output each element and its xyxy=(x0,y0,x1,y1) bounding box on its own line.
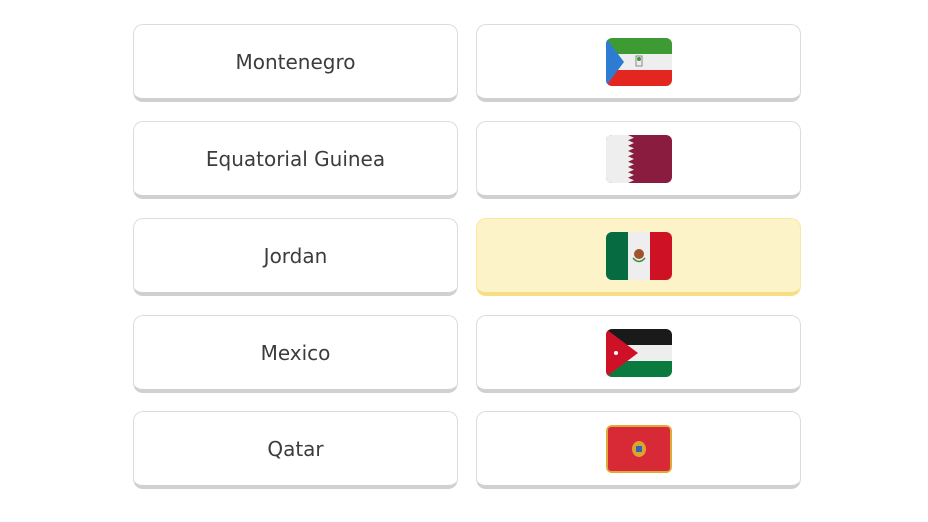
country-label: Mexico xyxy=(260,340,331,365)
montenegro-flag-icon xyxy=(605,424,672,473)
country-label: Montenegro xyxy=(235,49,356,74)
flag-card-jordan[interactable] xyxy=(476,315,801,393)
country-card-equatorial-guinea[interactable]: Equatorial Guinea xyxy=(133,121,458,199)
flag-card-qatar[interactable] xyxy=(476,121,801,199)
equatorial-guinea-flag-icon xyxy=(605,37,672,86)
country-label: Qatar xyxy=(267,436,324,461)
flag-card-montenegro[interactable] xyxy=(476,411,801,489)
country-card-jordan[interactable]: Jordan xyxy=(133,218,458,296)
country-card-mexico[interactable]: Mexico xyxy=(133,315,458,393)
country-card-qatar[interactable]: Qatar xyxy=(133,411,458,489)
mexico-flag-icon xyxy=(605,231,672,280)
jordan-flag-icon xyxy=(605,328,672,377)
country-card-montenegro[interactable]: Montenegro xyxy=(133,24,458,102)
country-label: Equatorial Guinea xyxy=(205,146,386,171)
flag-card-mexico[interactable] xyxy=(476,218,801,296)
flag-card-equatorial-guinea[interactable] xyxy=(476,24,801,102)
country-label: Jordan xyxy=(263,243,328,268)
qatar-flag-icon xyxy=(605,134,672,183)
